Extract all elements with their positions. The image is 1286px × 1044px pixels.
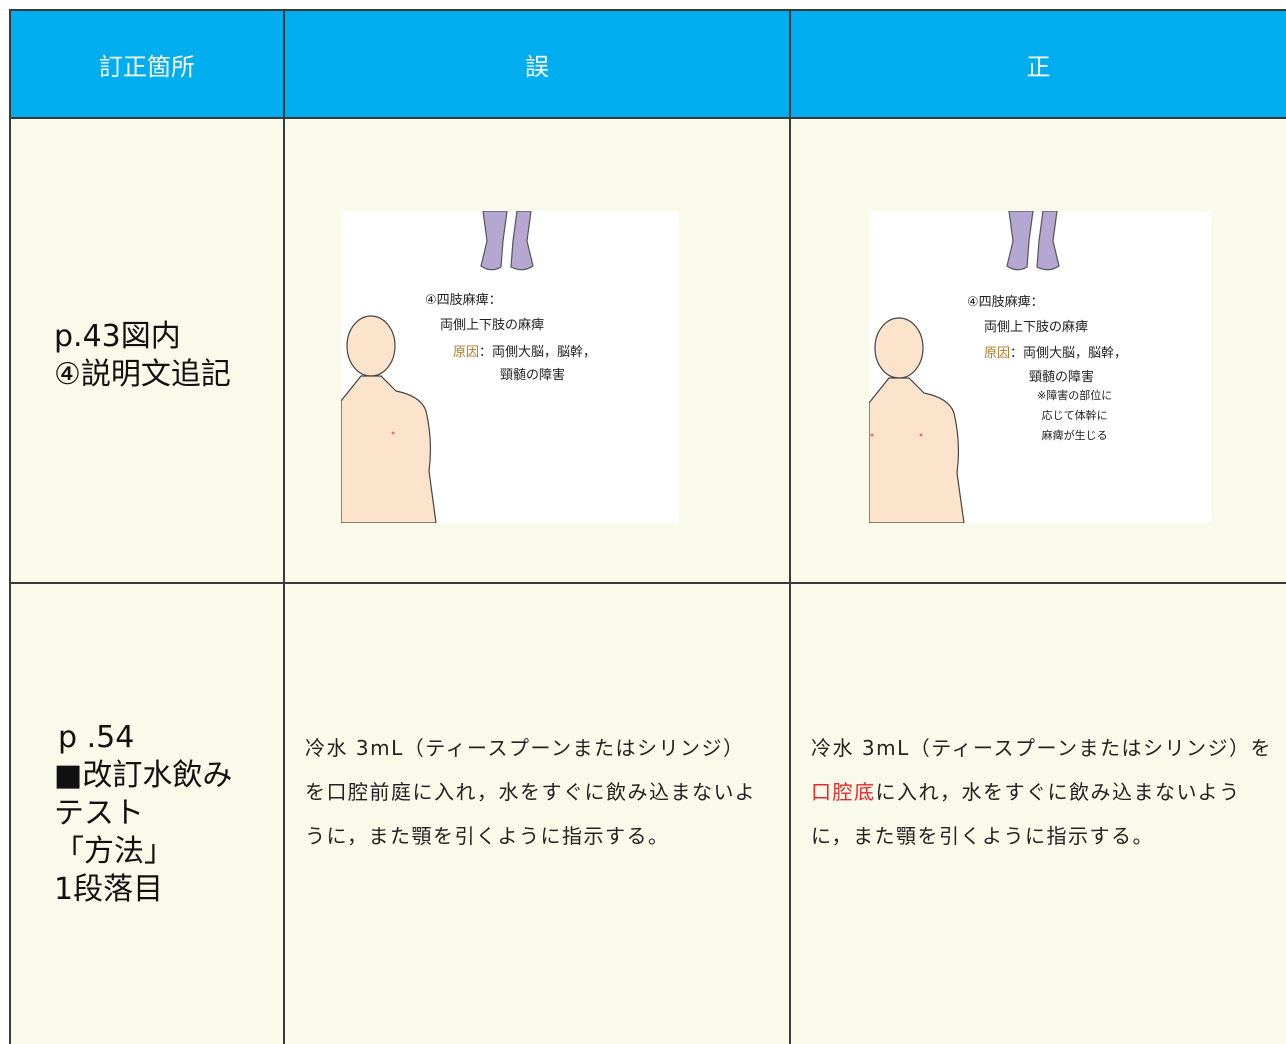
cause-text: ：両側大脳，脳幹， bbox=[479, 345, 597, 360]
cause-text: ：両側大脳，脳幹， bbox=[1010, 346, 1128, 361]
note-line: ※障害の部位に bbox=[1037, 389, 1113, 402]
text-segment: 冷水 3mL（ティースプーンまたはシリンジ）を bbox=[811, 736, 1273, 760]
illustration bbox=[341, 211, 534, 523]
note-line: 麻痺が生じる bbox=[1041, 429, 1108, 442]
location-line: p .54 bbox=[58, 720, 135, 755]
location-cell: p .54 ■改訂水飲み テスト 「方法」 1段落目 bbox=[11, 584, 283, 1044]
header-cell: 訂正箇所 bbox=[11, 11, 283, 117]
header-cell: 正 bbox=[791, 11, 1286, 117]
figure-note: ※障害の部位に 応じて体幹に 麻痺が生じる bbox=[1037, 386, 1112, 446]
location-line: ④説明文追記 bbox=[54, 356, 231, 392]
figure: ④四肢麻痺： 両側上下肢の麻痺 原因：両側大脳，脳幹， 頸髄の障害 ※障害の部位… bbox=[869, 211, 1211, 523]
note-line: 応じて体幹に bbox=[1041, 409, 1108, 422]
location-line: ■改訂水飲み bbox=[54, 758, 233, 793]
cause-label: 原因 bbox=[984, 346, 1011, 361]
location-line: p.43図内 bbox=[54, 318, 181, 354]
correct-cell: ④四肢麻痺： 両側上下肢の麻痺 原因：両側大脳，脳幹， 頸髄の障害 ※障害の部位… bbox=[791, 119, 1286, 582]
figure-text: ④四肢麻痺： bbox=[967, 295, 1044, 310]
correct-text: 冷水 3mL（ティースプーンまたはシリンジ）を口腔底に入れ，水をすぐに飲み込まな… bbox=[811, 726, 1273, 858]
figure-text: ④四肢麻痺： bbox=[425, 293, 502, 308]
correct-cell: 冷水 3mL（ティースプーンまたはシリンジ）を口腔底に入れ，水をすぐに飲み込まな… bbox=[791, 584, 1286, 1044]
figure-text: 両側上下肢の麻痺 bbox=[984, 320, 1089, 335]
figure-text: 頸髄の障害 bbox=[1029, 370, 1095, 385]
location-cell: p.43図内 ④説明文追記 bbox=[11, 119, 283, 582]
table: 訂正箇所 誤 正 p.43図内 ④説明文追記 ④四肢麻痺： 両側上下肢の麻痺 原… bbox=[9, 9, 1286, 1044]
location-line: 1段落目 bbox=[54, 872, 164, 907]
figure-text: 頸髄の障害 bbox=[500, 368, 566, 383]
location-line: テスト bbox=[54, 796, 144, 831]
cause-label: 原因 bbox=[453, 345, 480, 360]
figure-text: 原因：両側大脳，脳幹， bbox=[984, 342, 1127, 361]
wrong-text: 冷水 3mL（ティースプーンまたはシリンジ）を口腔前庭に入れ，水をすぐに飲み込ま… bbox=[305, 726, 763, 858]
figure-text: 原因：両側大脳，脳幹， bbox=[453, 341, 596, 360]
figure: ④四肢麻痺： 両側上下肢の麻痺 原因：両側大脳，脳幹， 頸髄の障害 bbox=[341, 211, 679, 523]
text-segment: 冷水 3mL（ティースプーンまたはシリンジ）を口腔前庭に入れ，水をすぐに飲み込ま… bbox=[305, 736, 757, 848]
corrected-segment: 口腔底 bbox=[811, 780, 876, 804]
text-segment: に入れ，水をすぐに飲み込まないように，また顎を引くように指示する。 bbox=[811, 780, 1241, 848]
figure-text: 両側上下肢の麻痺 bbox=[440, 318, 545, 333]
wrong-cell: 冷水 3mL（ティースプーンまたはシリンジ）を口腔前庭に入れ，水をすぐに飲み込ま… bbox=[285, 584, 789, 1044]
header-cell: 誤 bbox=[285, 11, 789, 117]
illustration bbox=[869, 211, 1060, 523]
wrong-cell: ④四肢麻痺： 両側上下肢の麻痺 原因：両側大脳，脳幹， 頸髄の障害 bbox=[285, 119, 789, 582]
location-line: 「方法」 bbox=[54, 834, 174, 869]
